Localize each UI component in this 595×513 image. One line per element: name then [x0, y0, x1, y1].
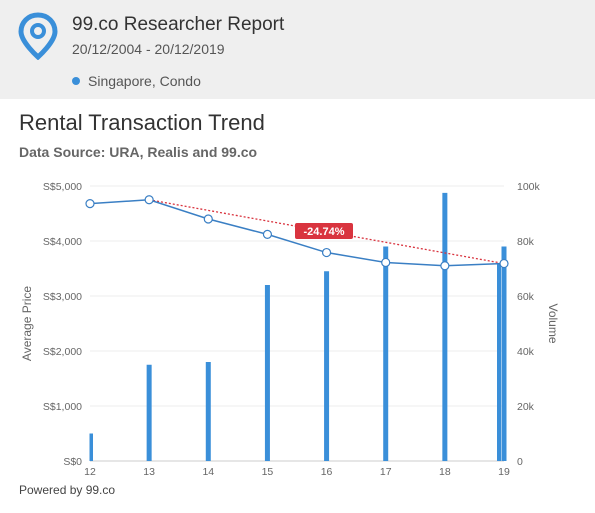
price-point: [440, 261, 450, 271]
volume-bar: [264, 285, 270, 461]
price-line: [89, 198, 505, 267]
price-point: [85, 199, 95, 209]
chart-title: Rental Transaction Trend: [19, 110, 265, 135]
x-tick-label: 14: [202, 466, 214, 478]
y-left-axis-title: Average Price: [20, 286, 34, 361]
powered-by-footer: Powered by 99.co: [19, 483, 116, 497]
y-left-tick-label: S$0: [63, 456, 82, 468]
x-tick-label: 16: [321, 466, 333, 478]
y-right-axis-title: Volume: [546, 303, 560, 343]
price-point: [262, 229, 273, 239]
y-left-tick-label: S$1,000: [43, 401, 82, 413]
trend-badge-label: -24.74%: [304, 226, 345, 238]
y-left-tick-label: S$4,000: [43, 236, 82, 248]
trend-badge: [295, 223, 353, 239]
y-right-tick-label: 60k: [517, 291, 535, 303]
price-point: [499, 258, 509, 269]
volume-bar: [383, 246, 389, 461]
volume-bar: [146, 364, 152, 461]
y-right-tick-label: 100k: [517, 181, 541, 193]
x-tick-label: 17: [380, 466, 392, 478]
x-tick-label: 19: [498, 466, 510, 478]
report-date-range: 20/12/2004 - 20/12/2019: [72, 41, 225, 57]
volume-bar: [501, 246, 507, 461]
location-dot-icon: [72, 77, 80, 85]
volume-bar: [324, 271, 330, 461]
volume-bar: [497, 263, 501, 461]
location-label: Singapore, Condo: [88, 73, 201, 89]
report-header: 99.co Researcher Report 20/12/2004 - 20/…: [0, 0, 595, 99]
y-right-tick-label: 40k: [517, 346, 535, 358]
y-right-tick-label: 20k: [517, 401, 535, 413]
map-pin-icon: [18, 12, 58, 60]
y-left-tick-label: S$3,000: [43, 291, 82, 303]
x-tick-label: 15: [262, 466, 274, 478]
price-point: [381, 257, 391, 268]
report-location: Singapore, Condo: [72, 73, 201, 89]
chart-subtitle: Data Source: URA, Realis and 99.co: [19, 144, 258, 160]
price-point: [203, 214, 213, 224]
price-point: [144, 195, 154, 205]
report-title: 99.co Researcher Report: [72, 14, 285, 35]
volume-bar: [205, 362, 211, 461]
x-tick-label: 18: [439, 466, 451, 478]
volume-bar: [89, 433, 93, 461]
price-point: [321, 247, 332, 258]
y-right-tick-label: 0: [517, 456, 523, 468]
volume-bar: [442, 192, 448, 461]
y-left-tick-label: S$5,000: [43, 181, 82, 193]
x-tick-label: 13: [143, 466, 155, 478]
y-right-tick-label: 80k: [517, 236, 535, 248]
x-tick-label: 12: [84, 466, 96, 478]
y-left-tick-label: S$2,000: [43, 346, 82, 358]
